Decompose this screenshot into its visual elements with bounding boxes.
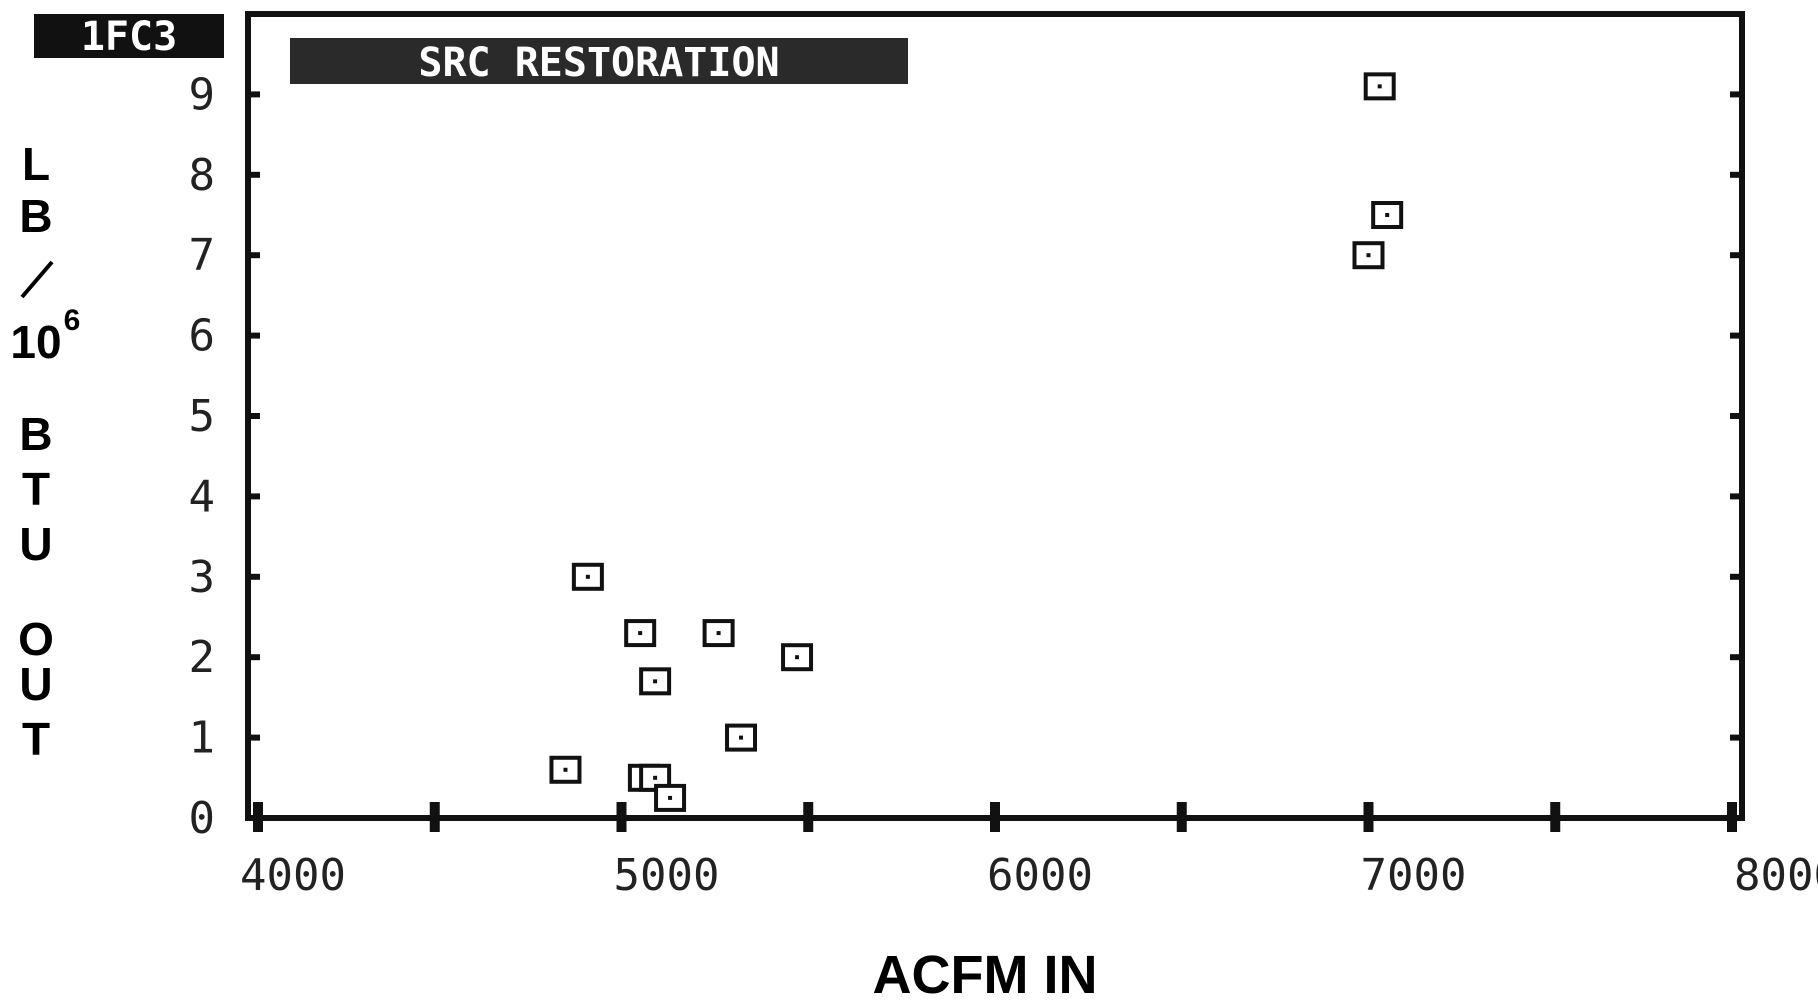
data-point [1363, 72, 1396, 101]
x-tick-label: 6000 [987, 850, 1093, 901]
ylabel-char: T [22, 463, 50, 515]
x-axis-tick-labels: 4000 5000 6000 7000 8000 [240, 850, 1818, 901]
x-axis-ticks [253, 802, 1737, 832]
y-axis-ticks [248, 91, 1742, 741]
ylabel-slash [20, 260, 54, 299]
data-point [781, 643, 814, 672]
x-tick [1176, 802, 1187, 832]
x-tick [429, 802, 440, 832]
data-point [571, 562, 604, 591]
ylabel-char: B [19, 190, 52, 242]
x-tick [1727, 802, 1737, 832]
x-tick-label: 8000 [1734, 850, 1818, 901]
y-tick-label: 6 [189, 311, 216, 362]
y-tick-label: 4 [189, 471, 216, 522]
chart-badge-box [34, 14, 224, 58]
y-tick-label: 8 [189, 150, 216, 201]
data-point [1371, 201, 1404, 229]
data-point [549, 755, 582, 784]
ylabel-char: L [22, 138, 50, 190]
data-point [1352, 241, 1385, 270]
y-tick-label: 7 [189, 230, 216, 281]
data-point [624, 619, 657, 648]
y-tick-label: 9 [189, 69, 216, 120]
ylabel-char: 10 [10, 316, 61, 368]
data-points [549, 72, 1404, 812]
chart-title: SRC RESTORATION [418, 40, 779, 86]
data-point [654, 783, 687, 812]
x-tick-label: 7000 [1361, 850, 1467, 901]
x-tick [990, 802, 1000, 832]
y-tick-label: 3 [189, 552, 216, 603]
x-tick [1363, 802, 1374, 832]
x-tick [253, 802, 263, 832]
ylabel-superscript: 6 [64, 304, 81, 337]
y-tick-label: 5 [189, 391, 216, 442]
ylabel-char: B [19, 408, 52, 460]
x-axis-label: ACFM IN [873, 945, 1098, 1005]
y-tick-label: 0 [189, 793, 216, 844]
y-axis-tick-labels: 0 1 2 3 4 5 6 7 8 9 [189, 69, 216, 844]
x-tick-label: 5000 [614, 850, 720, 901]
chart-badge: 1FC3 [81, 14, 177, 60]
y-tick-label: 1 [189, 713, 216, 764]
ylabel-char: O [18, 613, 54, 665]
chart-title-box [290, 38, 908, 84]
data-point [725, 723, 758, 752]
ylabel-char: U [19, 518, 52, 570]
x-tick [1550, 802, 1561, 832]
x-tick [803, 802, 814, 832]
y-tick-label: 2 [189, 632, 216, 683]
ylabel-char: T [22, 713, 50, 765]
x-tick [616, 802, 627, 832]
data-point [702, 619, 735, 648]
x-tick-label: 4000 [240, 850, 346, 901]
data-point [639, 667, 672, 696]
ylabel-char: U [19, 658, 52, 710]
